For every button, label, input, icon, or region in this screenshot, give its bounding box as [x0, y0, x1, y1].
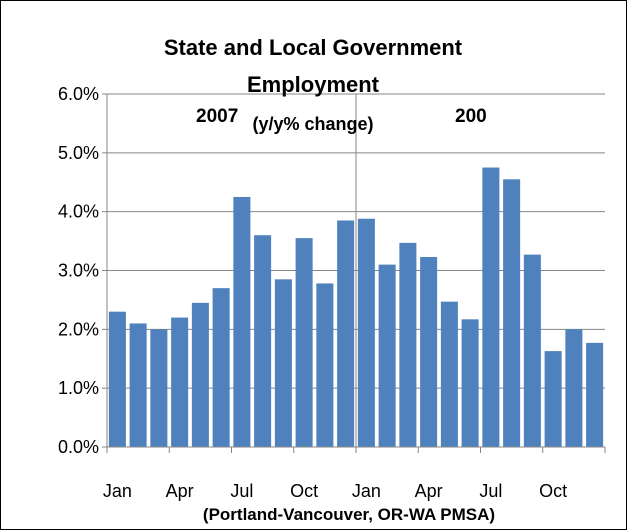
x-tick-label: Jul — [479, 481, 502, 501]
bar — [461, 319, 479, 447]
y-tick-label: 4.0% — [58, 202, 99, 222]
x-tick-label: Oct — [539, 481, 567, 501]
bar — [295, 238, 313, 447]
bar — [108, 311, 126, 447]
y-tick-labels: 0.0% 1.0% 2.0% 3.0% 4.0% 5.0% 6.0% — [58, 84, 99, 457]
bar — [399, 242, 417, 447]
y-tick-label: 2.0% — [58, 319, 99, 339]
bar — [171, 317, 189, 447]
x-tick-label: Apr — [415, 481, 443, 501]
bar — [357, 218, 375, 447]
bar — [565, 329, 583, 447]
chart-title-line1: State and Local Government — [164, 35, 463, 60]
group-label-2008: 200 — [455, 106, 487, 127]
x-tick-labels: Jan Apr Jul Oct Jan Apr Jul Oct — [103, 481, 567, 501]
y-tick-label: 0.0% — [58, 437, 99, 457]
bar — [233, 196, 251, 447]
x-tick-label: Oct — [290, 481, 318, 501]
bar — [337, 220, 355, 447]
bar — [212, 288, 230, 447]
chart-footer: (Portland-Vancouver, OR-WA PMSA) — [203, 505, 495, 524]
bar — [440, 301, 458, 447]
axes — [102, 93, 606, 453]
y-tick-label: 1.0% — [58, 378, 99, 398]
y-tick-label: 6.0% — [58, 84, 99, 104]
x-tick-label: Jan — [103, 481, 132, 501]
x-tick-label: Jul — [230, 481, 253, 501]
bar — [523, 254, 541, 447]
y-tick-label: 5.0% — [58, 143, 99, 163]
bar — [129, 323, 147, 447]
bar — [482, 167, 500, 447]
bar — [316, 283, 334, 447]
chart-subtitle: (y/y% change) — [252, 114, 373, 134]
bar — [503, 179, 521, 447]
group-label-2007: 2007 — [196, 106, 238, 127]
chart-title-line2: Employment — [247, 72, 380, 97]
bar — [150, 329, 168, 447]
bar-series — [108, 167, 604, 447]
bar — [586, 342, 604, 447]
bar — [544, 351, 562, 447]
bar — [378, 264, 396, 447]
y-tick-label: 3.0% — [58, 261, 99, 281]
x-tick-label: Apr — [166, 481, 194, 501]
x-tick-label: Jan — [352, 481, 381, 501]
bar — [420, 256, 438, 447]
bar — [274, 279, 292, 447]
bar — [254, 235, 272, 447]
bar — [191, 302, 209, 447]
